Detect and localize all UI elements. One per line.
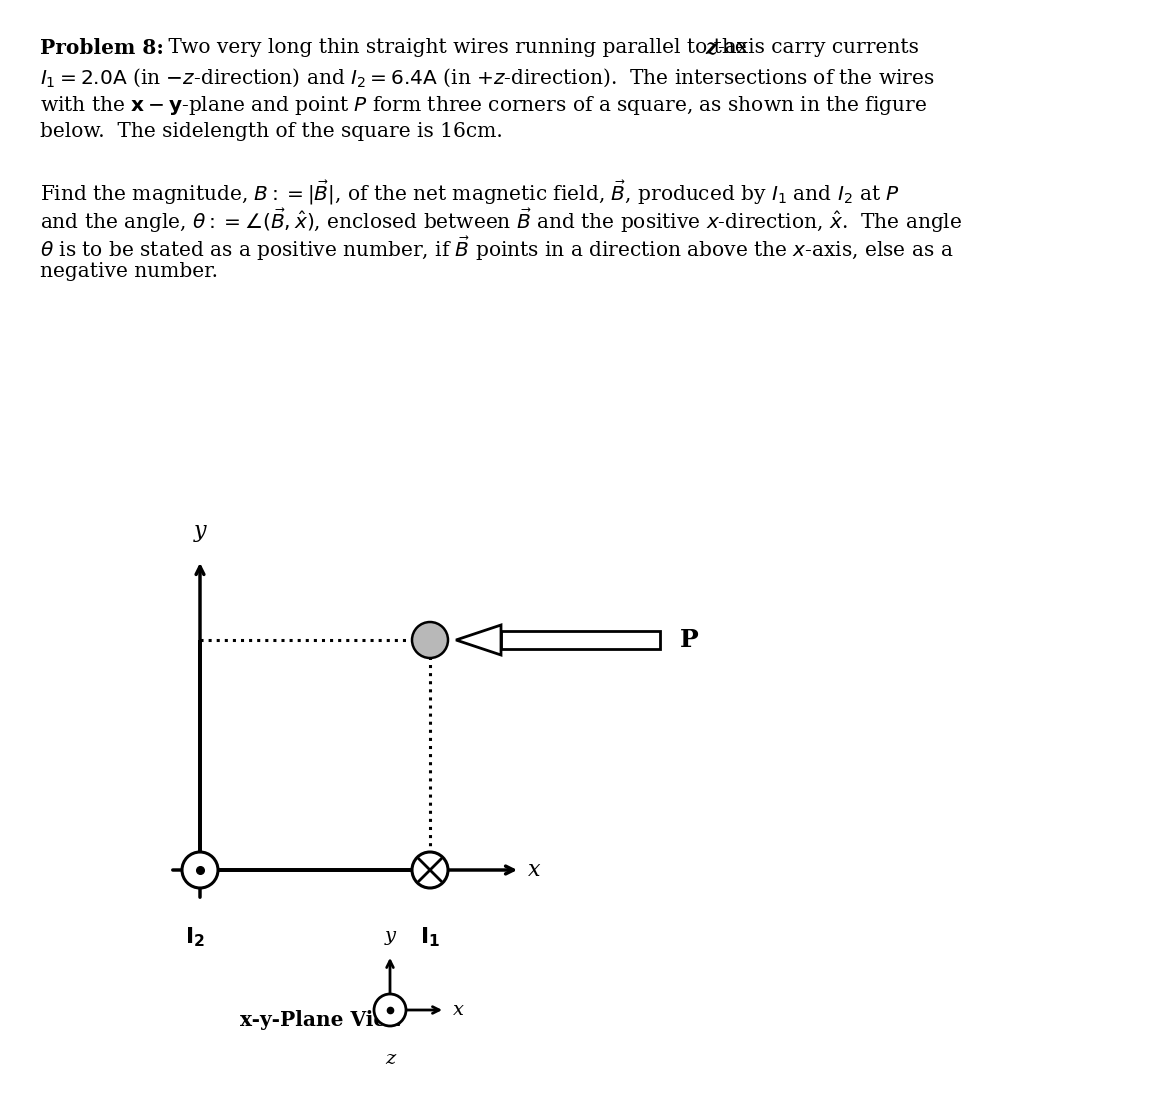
Text: Find the magnitude, $B := |\vec{B}|$, of the net magnetic field, $\vec{B}$, prod: Find the magnitude, $B := |\vec{B}|$, of… xyxy=(40,178,900,206)
Text: $\mathbf{I_2}$: $\mathbf{I_2}$ xyxy=(185,925,205,949)
Bar xyxy=(501,631,660,649)
Text: Problem 8:: Problem 8: xyxy=(40,38,164,58)
Text: -axis carry currents: -axis carry currents xyxy=(718,38,918,57)
Text: $\mathbf{I_1}$: $\mathbf{I_1}$ xyxy=(420,925,440,949)
Text: and the angle, $\theta := \angle(\vec{B}, \hat{x})$, enclosed between $\vec{B}$ : and the angle, $\theta := \angle(\vec{B}… xyxy=(40,206,963,235)
Text: $\theta$ is to be stated as a positive number, if $\vec{B}$ points in a directio: $\theta$ is to be stated as a positive n… xyxy=(40,235,953,263)
Text: z: z xyxy=(705,38,716,58)
Text: P: P xyxy=(680,628,698,652)
Text: Two very long thin straight wires running parallel to the: Two very long thin straight wires runnin… xyxy=(162,38,753,57)
Text: negative number.: negative number. xyxy=(40,262,218,281)
Text: z: z xyxy=(385,1050,395,1068)
Text: y: y xyxy=(193,520,206,543)
Text: $I_1 = 2.0\mathrm{A}$ (in $-z$-direction) and $I_2 = 6.4\mathrm{A}$ (in $+z$-dir: $I_1 = 2.0\mathrm{A}$ (in $-z$-direction… xyxy=(40,66,935,89)
Text: with the $\mathbf{x} - \mathbf{y}$-plane and point $P$ form three corners of a s: with the $\mathbf{x} - \mathbf{y}$-plane… xyxy=(40,94,927,117)
Text: x-y-Plane View: x-y-Plane View xyxy=(240,1011,404,1030)
Circle shape xyxy=(374,994,406,1026)
Polygon shape xyxy=(456,625,501,655)
Text: y: y xyxy=(384,927,396,945)
Text: x: x xyxy=(453,1001,464,1019)
Text: x: x xyxy=(528,859,540,881)
Circle shape xyxy=(412,852,448,888)
Circle shape xyxy=(412,623,448,658)
Text: below.  The sidelength of the square is 16cm.: below. The sidelength of the square is 1… xyxy=(40,122,503,141)
Circle shape xyxy=(182,852,218,888)
